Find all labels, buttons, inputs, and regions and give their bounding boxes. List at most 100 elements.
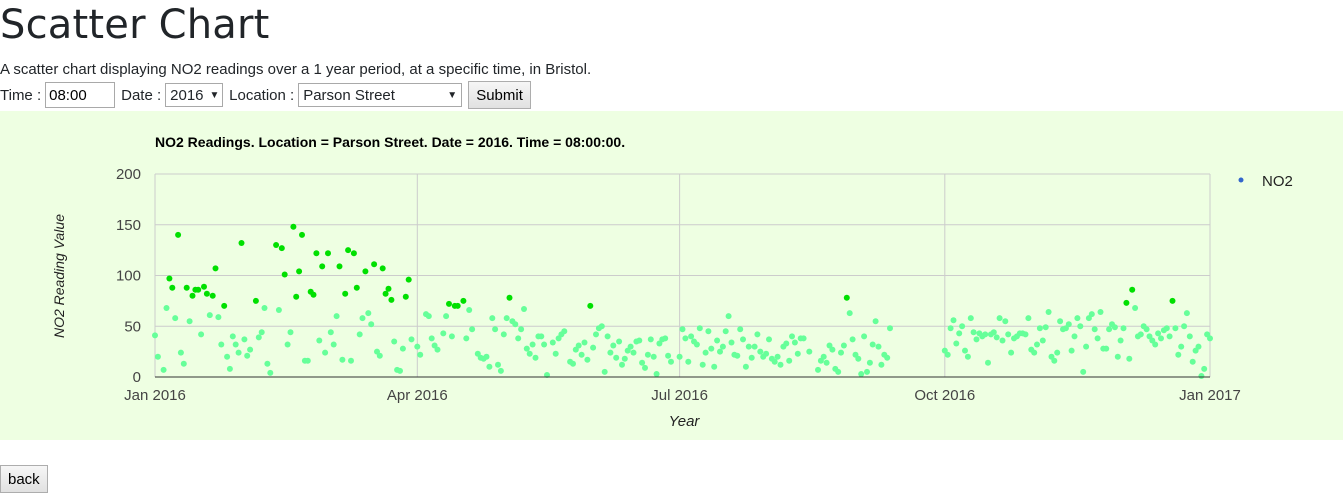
data-point bbox=[1039, 337, 1046, 344]
scatter-chart: NO2 Readings. Location = Parson Street. … bbox=[51, 134, 1293, 430]
data-point bbox=[241, 336, 248, 343]
data-point bbox=[990, 329, 997, 336]
data-point bbox=[985, 359, 991, 366]
data-point bbox=[1126, 355, 1133, 362]
data-point bbox=[855, 355, 862, 362]
data-point bbox=[1042, 324, 1049, 331]
data-point bbox=[1068, 347, 1075, 354]
data-point bbox=[696, 325, 703, 332]
data-point bbox=[497, 367, 504, 374]
data-point bbox=[425, 313, 432, 320]
data-point bbox=[1186, 333, 1193, 340]
data-point bbox=[1175, 351, 1182, 358]
data-point bbox=[1106, 326, 1113, 333]
data-point bbox=[982, 331, 989, 338]
data-point bbox=[953, 340, 960, 347]
data-point bbox=[964, 353, 971, 360]
data-point bbox=[325, 250, 331, 257]
data-point bbox=[1091, 326, 1098, 333]
data-point bbox=[175, 231, 182, 238]
data-point bbox=[469, 326, 476, 333]
data-point bbox=[195, 286, 202, 293]
x-axis-ticks: Jan 2016 Apr 2016 Jul 2016 Oct 2016 Jan 2017 bbox=[124, 387, 1241, 404]
data-point bbox=[806, 348, 813, 355]
data-point bbox=[849, 336, 856, 343]
data-point bbox=[653, 371, 660, 377]
data-point bbox=[708, 345, 715, 352]
data-point bbox=[705, 328, 712, 335]
data-point bbox=[791, 339, 798, 346]
data-point bbox=[1158, 335, 1164, 342]
data-point bbox=[221, 302, 228, 309]
data-point bbox=[740, 336, 746, 343]
data-point bbox=[399, 345, 406, 352]
data-point bbox=[356, 331, 363, 338]
data-point bbox=[766, 336, 772, 343]
data-point bbox=[1178, 343, 1185, 350]
data-point bbox=[359, 315, 366, 322]
data-point bbox=[650, 353, 657, 360]
data-point bbox=[570, 360, 576, 367]
data-point bbox=[299, 231, 305, 238]
data-point bbox=[296, 268, 303, 275]
data-point bbox=[391, 338, 398, 345]
data-point bbox=[717, 348, 723, 355]
data-point bbox=[382, 290, 389, 297]
data-point bbox=[944, 351, 951, 358]
submit-button[interactable]: Submit bbox=[468, 81, 531, 109]
data-point bbox=[1002, 318, 1009, 325]
data-point bbox=[665, 352, 672, 359]
back-button[interactable]: back bbox=[0, 465, 48, 493]
time-input[interactable] bbox=[45, 82, 116, 108]
data-point bbox=[521, 306, 527, 312]
data-point bbox=[590, 344, 597, 351]
location-select[interactable]: Parson Street ▼ bbox=[298, 83, 463, 107]
data-point bbox=[226, 365, 233, 372]
data-point bbox=[748, 354, 755, 361]
data-point bbox=[722, 328, 729, 335]
data-point bbox=[616, 338, 623, 345]
data-point bbox=[486, 363, 493, 370]
data-point bbox=[725, 313, 732, 320]
x-tick-label: Jan 2017 bbox=[1179, 387, 1241, 404]
data-point bbox=[835, 368, 842, 375]
data-point bbox=[1071, 333, 1078, 340]
data-point bbox=[869, 341, 876, 348]
data-point bbox=[319, 263, 326, 270]
data-point bbox=[287, 329, 294, 336]
data-point bbox=[1120, 325, 1127, 332]
data-point bbox=[506, 294, 513, 301]
data-point bbox=[339, 356, 346, 363]
y-axis-ticks: 0 50 100 150 200 bbox=[116, 166, 141, 386]
data-point bbox=[699, 361, 706, 368]
data-point bbox=[763, 350, 770, 357]
data-point bbox=[212, 265, 219, 272]
data-point bbox=[1143, 326, 1150, 333]
data-point bbox=[1137, 331, 1144, 338]
y-axis-label: NO2 Reading Value bbox=[51, 214, 67, 338]
data-point bbox=[1008, 349, 1015, 356]
data-point bbox=[177, 349, 184, 356]
data-point bbox=[1207, 335, 1213, 342]
data-point bbox=[330, 341, 337, 348]
data-point bbox=[414, 343, 421, 350]
data-point bbox=[267, 369, 274, 376]
data-point bbox=[350, 250, 357, 257]
data-point bbox=[258, 329, 265, 336]
data-point bbox=[1051, 357, 1058, 364]
data-point bbox=[327, 329, 334, 336]
data-point bbox=[169, 284, 176, 291]
data-point bbox=[500, 331, 507, 338]
data-point bbox=[252, 297, 259, 304]
date-select[interactable]: 2016 ▼ bbox=[165, 83, 224, 107]
data-point bbox=[1123, 299, 1130, 306]
data-point bbox=[823, 359, 830, 366]
data-point bbox=[448, 333, 455, 340]
data-point bbox=[754, 331, 761, 338]
time-label: Time : bbox=[0, 86, 42, 104]
data-point bbox=[662, 335, 669, 342]
data-point bbox=[463, 335, 470, 342]
data-point bbox=[587, 302, 594, 309]
data-point bbox=[1129, 286, 1136, 293]
data-point bbox=[304, 357, 311, 364]
